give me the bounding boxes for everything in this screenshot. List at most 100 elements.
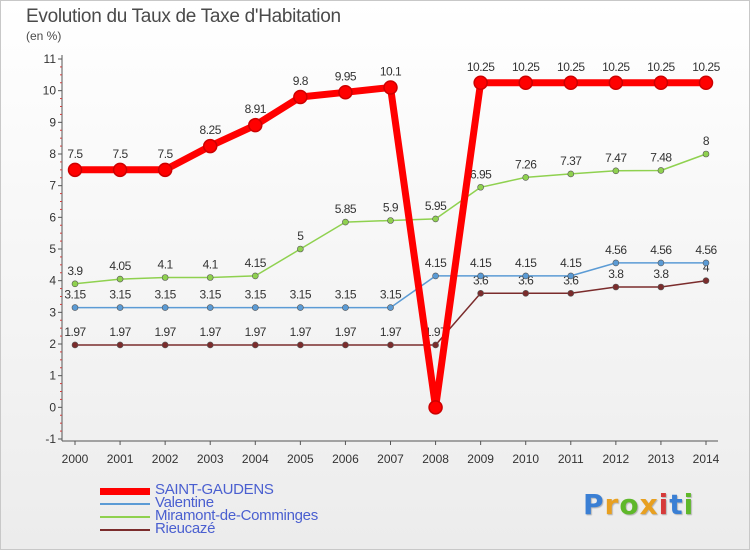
series-1-point (161, 304, 169, 311)
series-0-data-label: 10.25 (512, 60, 540, 74)
series-3-data-label: 3.8 (653, 267, 669, 281)
chart-title: Evolution du Taux de Taxe d'Habitation (26, 6, 341, 27)
legend-label: Rieucazé (155, 520, 216, 537)
series-1-data-label: 4.56 (650, 243, 672, 257)
series-0-data-label: 8.91 (245, 102, 267, 116)
legend-label: Valentine (155, 494, 214, 511)
logo-letter: r (604, 488, 620, 521)
x-tick-label: 2002 (152, 452, 179, 466)
y-tick-label: 7 (49, 179, 56, 193)
x-tick-label: 2014 (693, 452, 720, 466)
series-1-point (342, 304, 349, 311)
series-1-point (432, 272, 439, 280)
series-0-point (653, 75, 669, 90)
series-3-data-label: 1.97 (109, 325, 131, 339)
series-1-data-label: 3.15 (245, 288, 267, 302)
y-tick-label: -1 (45, 432, 56, 446)
series-0-point (157, 162, 173, 178)
series-1-data-label: 4.56 (695, 243, 717, 257)
y-tick-label: 9 (49, 115, 56, 129)
series-2-data-label: 5.9 (383, 201, 399, 215)
series-2-point (387, 217, 394, 224)
series-3-data-label: 1.97 (64, 325, 86, 339)
series-1-point (251, 304, 259, 311)
series-1-point (206, 304, 214, 311)
series-2-point (342, 218, 349, 226)
y-tick-label: 11 (44, 52, 57, 66)
series-3-data-label: 3.6 (518, 273, 534, 287)
series-2-data-label: 4.05 (109, 259, 131, 273)
legend-swatch (100, 503, 150, 505)
series-0-point (473, 75, 488, 90)
series-3-point (477, 290, 484, 297)
series-0-point (518, 75, 533, 90)
series-0-data-label: 7.5 (158, 147, 174, 161)
y-tick-label: 3 (49, 305, 56, 319)
series-3-point (702, 277, 710, 284)
series-2-point (702, 150, 710, 158)
series-1-data-label: 4.15 (560, 256, 582, 270)
y-tick-label: 1 (49, 369, 56, 383)
x-tick-label: 2000 (62, 452, 89, 466)
series-0-point (383, 80, 398, 95)
series-0-data-label: 10.25 (692, 60, 720, 74)
series-0-point (428, 400, 443, 415)
series-2-data-label: 4.1 (158, 258, 174, 272)
proxiti-logo: Proxiti (583, 488, 694, 521)
x-tick-label: 2003 (197, 452, 224, 466)
series-0-data-label: 10.25 (647, 60, 675, 74)
series-1-point (71, 304, 79, 311)
series-1-point (612, 259, 620, 267)
series-3-data-label: 1.97 (245, 325, 267, 339)
series-1-point (522, 272, 530, 280)
series-3-point (657, 283, 665, 291)
series-1-point (116, 304, 124, 311)
series-0-data-label: 10.1 (380, 65, 402, 79)
series-0-point (67, 162, 83, 178)
x-tick-label: 2006 (332, 452, 359, 466)
logo-letter: i (658, 488, 670, 521)
series-0-point (248, 117, 263, 133)
series-1-data-label: 4.15 (470, 256, 492, 270)
series-2-data-label: 7.37 (560, 154, 582, 168)
series-3-data-label: 1.97 (380, 325, 402, 339)
series-3-point (432, 341, 439, 349)
series-3-data-label: 1.97 (335, 325, 357, 339)
series-0-data-label: 10.25 (557, 60, 585, 74)
y-tick-label: 2 (49, 337, 56, 351)
y-tick-label: 8 (49, 147, 56, 161)
series-2-data-label: 7.48 (650, 150, 672, 164)
series-2-point (161, 274, 169, 281)
series-2-data-label: 3.9 (67, 264, 83, 278)
series-1-data-label: 3.15 (380, 288, 402, 302)
series-1-point (702, 259, 710, 267)
x-tick-label: 2010 (512, 452, 539, 466)
series-0-point (293, 89, 308, 105)
x-tick-label: 2007 (377, 452, 404, 466)
series-3-point (567, 290, 575, 297)
series-1-data-label: 4.15 (425, 256, 447, 270)
legend-label: SAINT-GAUDENS (155, 481, 274, 498)
series-2-data-label: 4.15 (245, 256, 267, 270)
series-1-point (387, 304, 394, 311)
series-3-data-label: 1.97 (154, 325, 176, 339)
series-3-data-label: 1.97 (200, 325, 222, 339)
series-2-data-label: 7.26 (515, 157, 537, 171)
series-3-point (297, 341, 304, 349)
series-2-point (612, 167, 620, 175)
logo-letter: o (619, 488, 640, 521)
series-2-point (71, 280, 79, 288)
series-2-data-label: 4.1 (203, 258, 219, 272)
series-2-point (251, 272, 259, 280)
series-1-point (657, 259, 665, 267)
series-1-data-label: 3.15 (200, 288, 222, 302)
series-3-data-label: 4 (703, 261, 710, 275)
y-tick-label: 0 (49, 400, 56, 414)
logo-letter: t (669, 488, 684, 521)
x-tick-label: 2001 (107, 452, 134, 466)
series-3-point (116, 341, 124, 349)
x-tick-label: 2013 (648, 452, 675, 466)
series-3-data-label: 1.97 (290, 325, 312, 339)
series-3-point (342, 341, 349, 349)
